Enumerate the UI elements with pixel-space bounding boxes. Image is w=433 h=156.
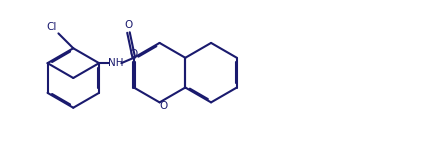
Text: NH: NH	[108, 58, 123, 68]
Text: O: O	[130, 49, 138, 59]
Text: O: O	[124, 20, 132, 29]
Text: Cl: Cl	[46, 22, 56, 32]
Text: O: O	[159, 101, 168, 111]
